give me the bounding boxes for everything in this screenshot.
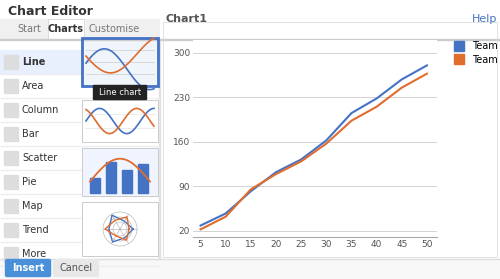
FancyBboxPatch shape — [54, 259, 98, 276]
Bar — [138, 164, 148, 193]
Text: Chart Editor: Chart Editor — [8, 5, 93, 18]
FancyBboxPatch shape — [94, 85, 146, 100]
Text: Line: Line — [22, 57, 46, 67]
Legend: Team A, Team B: Team A, Team B — [449, 41, 500, 65]
Bar — [4, 103, 18, 117]
Text: Start: Start — [17, 24, 41, 34]
Bar — [82, 148, 158, 196]
Bar — [0, 259, 500, 279]
Bar — [4, 175, 18, 189]
Text: Line chart: Line chart — [99, 88, 141, 97]
Bar — [48, 19, 84, 39]
Bar — [48, 19, 84, 39]
Text: Column: Column — [22, 105, 60, 115]
Bar — [106, 162, 116, 193]
Bar — [82, 100, 158, 142]
Bar — [4, 127, 18, 141]
Text: Bar: Bar — [22, 129, 39, 139]
Bar — [82, 38, 158, 86]
Bar — [90, 178, 100, 193]
Bar — [4, 247, 18, 261]
Bar — [4, 79, 18, 93]
Text: Customise: Customise — [88, 24, 140, 34]
Bar — [82, 38, 158, 86]
Bar — [159, 40, 160, 259]
Bar — [0, 0, 500, 19]
Bar — [82, 148, 158, 196]
Text: Pie: Pie — [22, 177, 36, 187]
Bar — [4, 55, 18, 69]
Text: Cancel: Cancel — [60, 263, 92, 273]
Bar — [0, 50, 82, 74]
Bar — [0, 19, 500, 39]
Text: Help: Help — [472, 14, 497, 24]
Bar — [0, 40, 160, 259]
Bar — [0, 39, 500, 40]
Bar — [82, 202, 158, 256]
Text: More: More — [22, 249, 46, 259]
Bar — [82, 100, 158, 142]
Bar — [163, 22, 497, 257]
FancyBboxPatch shape — [6, 259, 51, 276]
Bar — [4, 223, 18, 237]
Text: Chart1: Chart1 — [165, 14, 207, 24]
Bar — [4, 199, 18, 213]
Text: Map: Map — [22, 201, 43, 211]
Bar — [163, 22, 497, 257]
Text: Area: Area — [22, 81, 44, 91]
Bar — [160, 19, 500, 259]
Text: Scatter: Scatter — [22, 153, 57, 163]
Text: Trend: Trend — [22, 225, 48, 235]
Text: Insert: Insert — [12, 263, 44, 273]
Bar — [122, 170, 132, 193]
Bar — [4, 151, 18, 165]
Text: Charts: Charts — [48, 24, 84, 34]
Bar — [82, 202, 158, 256]
